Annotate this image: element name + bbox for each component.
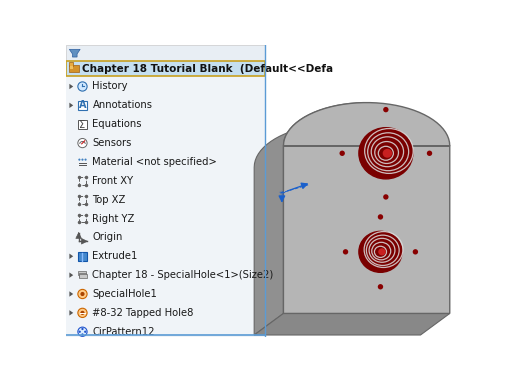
Circle shape xyxy=(81,328,84,330)
Polygon shape xyxy=(69,84,73,89)
Circle shape xyxy=(413,249,418,255)
Text: CirPattern12: CirPattern12 xyxy=(93,327,155,337)
Bar xyxy=(79,177,86,185)
Polygon shape xyxy=(69,310,73,316)
Polygon shape xyxy=(254,313,450,335)
Bar xyxy=(79,196,86,204)
Circle shape xyxy=(84,330,86,333)
Circle shape xyxy=(78,82,87,91)
Circle shape xyxy=(79,158,81,161)
Text: +: + xyxy=(279,190,285,196)
Circle shape xyxy=(343,249,348,255)
Circle shape xyxy=(78,327,87,336)
Text: Annotations: Annotations xyxy=(93,100,152,110)
Circle shape xyxy=(82,158,84,161)
Text: Right YZ: Right YZ xyxy=(93,213,135,224)
Polygon shape xyxy=(254,103,370,335)
Bar xyxy=(78,271,86,275)
Text: Origin: Origin xyxy=(93,232,123,243)
Circle shape xyxy=(84,158,87,161)
Text: Front XY: Front XY xyxy=(93,176,134,186)
Text: History: History xyxy=(93,81,128,91)
Polygon shape xyxy=(69,103,73,108)
Circle shape xyxy=(78,308,87,318)
Ellipse shape xyxy=(359,231,402,273)
Text: Extrude1: Extrude1 xyxy=(93,251,138,261)
Polygon shape xyxy=(69,291,73,297)
Bar xyxy=(79,273,86,277)
Circle shape xyxy=(378,214,383,219)
Circle shape xyxy=(78,290,87,299)
Bar xyxy=(69,65,80,72)
Text: #8-32 Tapped Hole8: #8-32 Tapped Hole8 xyxy=(93,308,194,318)
Bar xyxy=(67,45,265,337)
Circle shape xyxy=(427,150,432,156)
Bar xyxy=(67,45,265,61)
Text: Sensors: Sensors xyxy=(93,138,132,148)
Ellipse shape xyxy=(359,128,413,179)
Ellipse shape xyxy=(378,248,386,255)
Text: Equations: Equations xyxy=(93,119,142,129)
Circle shape xyxy=(79,330,81,333)
Circle shape xyxy=(378,284,383,290)
Circle shape xyxy=(383,107,388,112)
Polygon shape xyxy=(69,254,73,259)
Text: SpecialHole1: SpecialHole1 xyxy=(93,289,158,299)
Polygon shape xyxy=(69,273,73,278)
Bar xyxy=(67,61,265,76)
Text: ✳: ✳ xyxy=(279,191,283,196)
Text: Σ: Σ xyxy=(80,120,85,130)
Bar xyxy=(78,101,87,110)
Text: A: A xyxy=(79,100,86,110)
Circle shape xyxy=(78,138,87,148)
Bar xyxy=(69,63,73,66)
Bar xyxy=(79,215,86,222)
Polygon shape xyxy=(283,103,450,313)
Circle shape xyxy=(81,334,84,336)
Circle shape xyxy=(340,150,345,156)
Bar xyxy=(80,274,87,278)
Polygon shape xyxy=(69,49,80,57)
Circle shape xyxy=(81,292,85,296)
Bar xyxy=(78,252,87,261)
Text: Chapter 18 - SpecialHole<1>(Size2): Chapter 18 - SpecialHole<1>(Size2) xyxy=(93,270,274,280)
Ellipse shape xyxy=(383,149,392,158)
Circle shape xyxy=(383,194,388,200)
Bar xyxy=(70,66,73,69)
Text: Top XZ: Top XZ xyxy=(93,195,126,205)
Circle shape xyxy=(81,311,85,315)
Bar xyxy=(78,120,87,129)
Text: Chapter 18 Tutorial Blank  (Default<<Defa: Chapter 18 Tutorial Blank (Default<<Defa xyxy=(82,64,333,74)
Text: Material <not specified>: Material <not specified> xyxy=(93,157,217,167)
